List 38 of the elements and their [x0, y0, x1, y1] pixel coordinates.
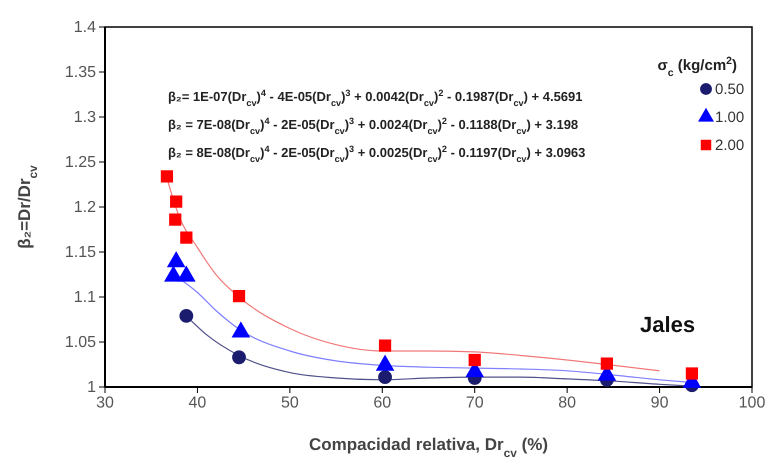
point [378, 370, 392, 384]
y-tick-label: 1.4 [74, 19, 96, 36]
annotation: Jales [640, 312, 696, 337]
x-axis-title: Compacidad relativa, Dr$_{cv}$ (%) [308, 435, 548, 460]
text: β₂ = 8E-08(Dr$_{cv}$)$^{4}$ - 2E-05(Dr$_{cv}$)$^{3}$ + 0.0025(Dr$_{cv}$)$^{2}$ - 0.1197(Dr$_{cv}$) + 3.0963 [168, 144, 586, 164]
x-tick-label: 100 [738, 394, 766, 412]
y-tick-label: 1.35 [64, 64, 96, 82]
y-tick-label: 1.25 [64, 154, 96, 172]
legend-label: 2.00 [715, 137, 744, 154]
point [232, 290, 246, 302]
point [468, 354, 481, 366]
y-tick-label: 1 [87, 379, 96, 396]
point [179, 309, 194, 323]
legend-label: 1.00 [715, 109, 744, 126]
x-tick-label: 40 [188, 394, 206, 412]
text: β₂ = 7E-08(Dr$_{cv}$)$^{4}$ - 2E-05(Dr$_{cv}$)$^{3}$ + 0.0024(Dr$_{cv}$)$^{2}$ - 0.1188(Dr$_{cv}$) + 3.198 [168, 116, 578, 136]
point [169, 213, 182, 226]
y-tick-label: 1.3 [74, 109, 96, 126]
point [686, 367, 698, 380]
point [378, 339, 392, 352]
point [170, 195, 182, 208]
y-tick-label: 1.1 [74, 289, 96, 306]
x-tick-label: 60 [373, 394, 392, 412]
y-tick-label: 1.2 [74, 199, 96, 216]
point [160, 170, 174, 183]
x-tick-label: 90 [650, 394, 669, 412]
x-tick-label: 50 [280, 394, 299, 412]
x-tick-label: 30 [96, 394, 114, 412]
x-tick-label: 80 [558, 394, 576, 412]
legend-label: 0.50 [715, 81, 744, 98]
legend-title: σ$_{c}$ (kg/cm$^{2}$) [658, 55, 737, 79]
point [600, 357, 614, 370]
x-tick-label: 70 [466, 394, 484, 412]
y-tick-label: 1.15 [64, 244, 96, 262]
y-tick-label: 1.05 [64, 334, 96, 352]
text: β₂= 1E-07(Dr$_{cv}$)$^{4}$ - 4E-05(Dr$_{cv}$)$^{3}$ + 0.0042(Dr$_{cv}$)$^{2}$ - 0.1987(Dr$_{cv}$) + 4.5691 [168, 88, 582, 108]
point [232, 350, 246, 364]
point [180, 231, 192, 244]
